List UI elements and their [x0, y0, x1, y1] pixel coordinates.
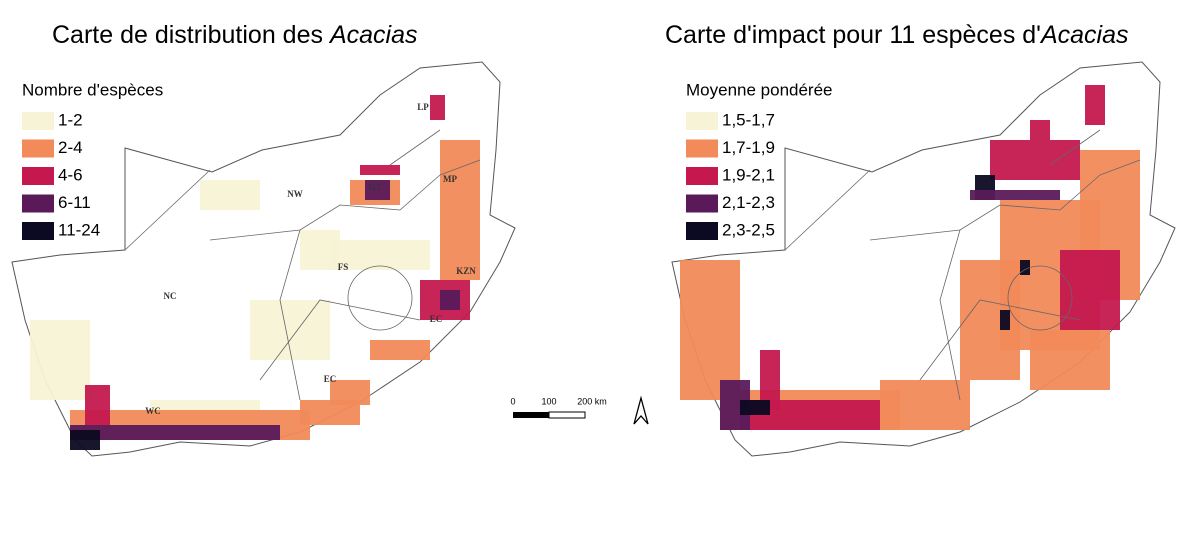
scale-seg — [513, 412, 549, 418]
grid-cell — [70, 430, 100, 450]
legend-swatch — [22, 194, 54, 213]
legend-label: 1,5-1,7 — [722, 110, 775, 129]
legend-label: 1-2 — [58, 110, 83, 129]
grid-cell — [365, 180, 390, 200]
legend-label: 11-24 — [58, 220, 100, 239]
legend-label: 6-11 — [58, 193, 91, 212]
right-title: Carte d'impact pour 11 espèces d'Acacias — [665, 21, 1129, 49]
region-label: LP — [417, 102, 429, 112]
scale-label: 0 — [510, 396, 515, 406]
legend-label: 1,7-1,9 — [722, 138, 775, 157]
grid-cell — [1000, 310, 1010, 330]
grid-cell — [330, 240, 430, 270]
grid-cell — [1030, 330, 1110, 390]
scale-seg — [548, 411, 586, 419]
grid-cell — [300, 230, 340, 270]
legend-label: 1,9-2,1 — [722, 165, 775, 184]
legend-title: Moyenne pondérée — [686, 80, 833, 99]
grid-cell — [1020, 260, 1030, 275]
title-italic: Acacias — [1039, 21, 1129, 49]
title-text: Carte de distribution des — [52, 21, 323, 49]
legend-swatch — [686, 112, 718, 130]
grid-cell — [200, 180, 260, 210]
region-label: EC — [324, 374, 337, 384]
grid-cell — [330, 380, 370, 405]
map — [11, 61, 516, 457]
map — [671, 61, 1176, 457]
legend-title: Nombre d'espèces — [22, 80, 163, 99]
grid-cell — [85, 385, 110, 425]
region-label: NC — [164, 291, 177, 301]
legend-label: 4-6 — [58, 165, 83, 184]
legend-label: 2,1-2,3 — [722, 193, 775, 212]
region-label: KZN — [456, 266, 476, 276]
legend-label: 2,3-2,5 — [722, 220, 775, 239]
legend-swatch — [686, 167, 718, 185]
north-arrow — [633, 395, 649, 425]
grid-cell — [1030, 120, 1050, 140]
grid-cell — [30, 320, 90, 400]
region-label: MP — [443, 174, 457, 184]
grid-cell — [370, 340, 430, 360]
province-border — [124, 129, 481, 401]
grid-cell — [360, 165, 400, 175]
grid-cell — [760, 350, 780, 410]
region-label: EC — [430, 314, 443, 324]
region-label: GT — [368, 182, 381, 192]
region-label: WC — [145, 406, 161, 416]
grid-cell — [70, 425, 280, 440]
legend-swatch — [22, 167, 54, 185]
legend-label: 2-4 — [58, 138, 83, 157]
scale-label: 200 km — [577, 396, 607, 406]
lesotho-border — [1007, 265, 1073, 331]
grid-cell — [990, 140, 1080, 180]
grid-cell — [880, 380, 970, 430]
grid-cell — [430, 95, 445, 120]
grid-cell — [680, 260, 740, 400]
title-italic: Acacias — [328, 21, 418, 49]
grid-cell — [440, 290, 460, 310]
legend-swatch — [686, 139, 718, 158]
grid-cell — [440, 140, 480, 280]
region-label: NW — [287, 189, 303, 199]
legend-swatch — [22, 222, 54, 240]
legend-swatch — [686, 194, 718, 213]
legend-swatch — [686, 222, 718, 240]
legend-swatch — [22, 112, 54, 130]
grid-cell — [1060, 250, 1120, 330]
title-text: Carte d'impact pour 11 espèces d' — [665, 21, 1041, 49]
scale-label: 100 — [541, 396, 556, 406]
scale-bar: 0 100 200 km — [510, 396, 607, 419]
grid-cell — [970, 190, 1060, 200]
province-border — [784, 129, 1141, 401]
legend-swatch — [22, 139, 54, 158]
lesotho-border — [347, 265, 413, 331]
region-label: FS — [338, 262, 349, 272]
grid-cell — [740, 400, 770, 415]
maps — [11, 61, 1176, 457]
grid-cell — [1085, 85, 1105, 125]
left-title: Carte de distribution des Acacias — [52, 21, 417, 49]
